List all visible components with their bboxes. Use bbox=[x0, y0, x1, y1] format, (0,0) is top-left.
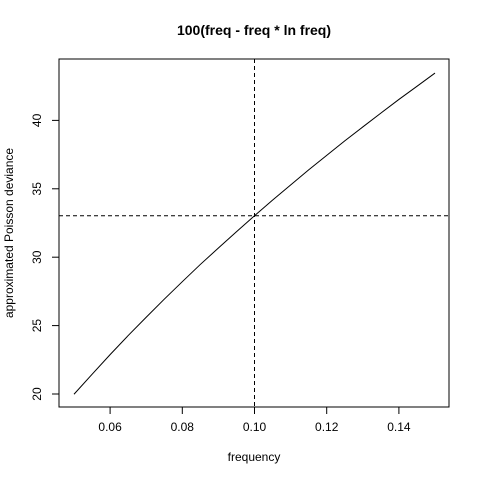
y-tick-label: 35 bbox=[30, 182, 44, 196]
chart-title: 100(freq - freq * ln freq) bbox=[177, 22, 331, 38]
x-tick-label: 0.10 bbox=[243, 420, 267, 434]
x-tick-label: 0.08 bbox=[171, 420, 195, 434]
series-layer bbox=[73, 72, 436, 395]
x-tick-label: 0.06 bbox=[98, 420, 122, 434]
y-axis-label: approximated Poisson deviance bbox=[2, 148, 16, 318]
y-axis: 20 25 30 35 40 bbox=[30, 113, 60, 401]
series-line-0 bbox=[73, 72, 436, 395]
y-tick-label: 25 bbox=[30, 319, 44, 333]
y-tick-label: 40 bbox=[30, 113, 44, 127]
x-tick-label: 0.12 bbox=[315, 420, 339, 434]
y-tick-label: 30 bbox=[30, 250, 44, 264]
y-tick-label: 20 bbox=[30, 387, 44, 401]
x-axis: 0.06 0.08 0.10 0.12 0.14 bbox=[98, 406, 411, 434]
x-axis-label: frequency bbox=[228, 450, 281, 464]
x-tick-label: 0.14 bbox=[387, 420, 411, 434]
